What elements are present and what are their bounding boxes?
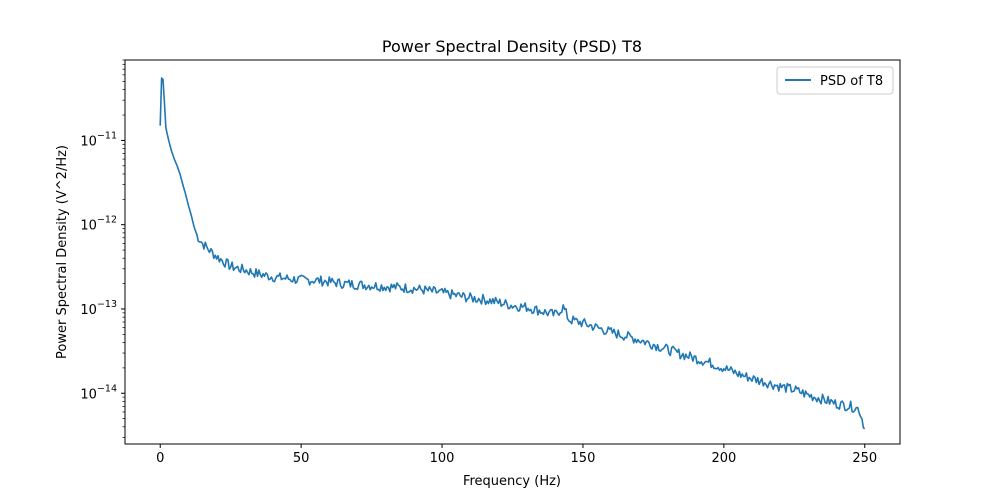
- x-tick-label: 100: [430, 451, 455, 466]
- x-tick-label: 250: [852, 451, 877, 466]
- y-axis-label: Power Spectral Density (V^2/Hz): [55, 145, 70, 359]
- y-axis-minor-ticks: [122, 59, 125, 438]
- x-tick-label: 50: [293, 451, 310, 466]
- plot-area: [124, 59, 901, 445]
- chart-title: Power Spectral Density (PSD) T8: [382, 37, 642, 56]
- y-tick-label: 10−12: [80, 215, 117, 234]
- x-axis-label: Frequency (Hz): [463, 474, 561, 489]
- x-tick-label: 200: [711, 451, 736, 466]
- plot-frame: [124, 59, 901, 445]
- y-tick-label: 10−14: [80, 383, 117, 402]
- x-tick-label: 150: [571, 451, 596, 466]
- x-tick-label: 0: [156, 451, 164, 466]
- legend-box: [776, 66, 894, 95]
- legend-label-psd-of-t8: PSD of T8: [820, 74, 883, 89]
- y-tick-label: 10−11: [80, 130, 117, 149]
- x-axis: 0 50 100 150 200 250: [156, 444, 877, 466]
- y-axis: 10−14 10−13 10−12 10−11: [80, 130, 125, 402]
- series-line-psd-of-t8: [159, 77, 866, 430]
- y-tick-label: 10−13: [80, 299, 117, 318]
- legend: PSD of T8: [776, 66, 894, 95]
